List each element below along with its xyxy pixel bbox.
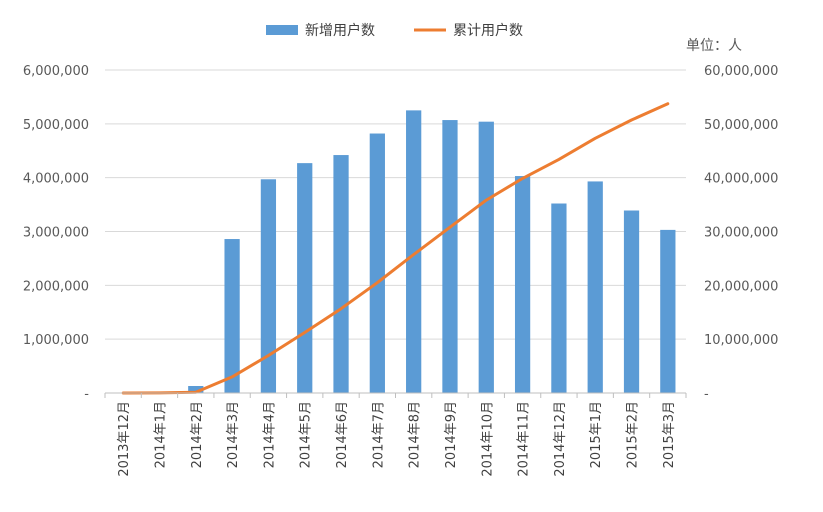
category-label: 2014年7月: [371, 401, 386, 468]
category-label: 2014年1月: [154, 401, 169, 468]
category-label: 2014年2月: [190, 401, 205, 468]
left-tick-label: 5,000,000: [23, 118, 89, 133]
left-tick-label: 4,000,000: [23, 172, 89, 187]
left-tick-label: 6,000,000: [23, 64, 89, 79]
bar: [442, 120, 458, 393]
left-tick-label: 3,000,000: [23, 226, 89, 241]
category-label: 2014年10月: [480, 401, 495, 477]
bar: [514, 176, 531, 393]
bar: [224, 239, 240, 393]
series-line: [121, 102, 670, 395]
left-tick-label: 2,000,000: [23, 279, 89, 294]
bar: [333, 155, 349, 393]
x-axis: [104, 392, 687, 398]
category-label: 2014年8月: [408, 401, 423, 468]
legend-label-cumulative-users: 累计用户数: [453, 22, 523, 39]
bar: [551, 203, 567, 393]
right-axis-ticks: - 10,000,000 20,000,000 30,000,000 40,000,00…: [704, 64, 778, 402]
line-series-cumulative-users: [121, 102, 670, 395]
bar: [660, 229, 676, 393]
left-tick-label: 1,000,000: [23, 333, 89, 348]
legend: 新增用户数 累计用户数: [266, 22, 523, 39]
bar: [478, 121, 494, 394]
category-label: 2014年3月: [226, 401, 241, 468]
bar: [188, 386, 204, 393]
category-label: 2014年6月: [335, 401, 350, 468]
category-label: 2014年4月: [262, 401, 277, 468]
bar-series-new-users: [151, 110, 676, 394]
category-label: 2014年5月: [299, 401, 314, 468]
right-tick-label: 20,000,000: [704, 279, 778, 294]
category-labels: 2013年12月 2014年1月 2014年2月 2014年3月 2014年4月 2014…: [117, 401, 677, 477]
bar: [406, 110, 422, 393]
left-tick-label: -: [84, 387, 89, 402]
right-tick-label: 40,000,000: [704, 172, 778, 187]
category-label: 2014年12月: [553, 401, 568, 477]
category-label: 2015年1月: [589, 401, 604, 468]
category-label: 2013年12月: [117, 401, 132, 477]
bar: [587, 181, 603, 393]
right-tick-label: 50,000,000: [704, 118, 778, 133]
right-tick-label: 10,000,000: [704, 333, 778, 348]
bar: [260, 179, 277, 393]
bar: [369, 133, 385, 394]
category-label: 2015年2月: [626, 401, 641, 468]
legend-label-new-users: 新增用户数: [305, 22, 375, 39]
unit-label: 单位：人: [686, 38, 742, 54]
category-label: 2014年9月: [444, 401, 459, 468]
category-label: 2015年3月: [662, 401, 677, 468]
right-tick-label: 60,000,000: [704, 64, 778, 79]
legend-swatch-new-users: [266, 25, 298, 35]
right-tick-label: -: [704, 387, 709, 402]
right-tick-label: 30,000,000: [704, 226, 778, 241]
left-axis-ticks: - 1,000,000 2,000,000 3,000,000 4,000,000 5,0…: [23, 64, 89, 402]
bar: [297, 163, 313, 393]
bar: [623, 210, 640, 393]
category-label: 2014年11月: [517, 401, 532, 477]
